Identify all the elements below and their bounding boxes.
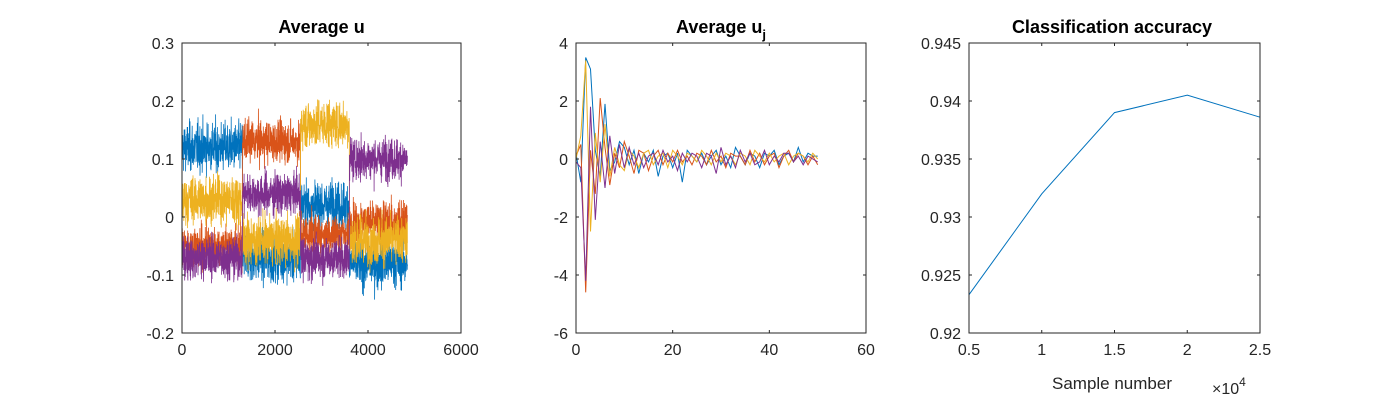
accuracy-y-tick-label: 0.925: [921, 268, 961, 285]
average-u-x-tick-label: 2000: [257, 342, 293, 359]
panel-classification-accuracy: Classification accuracy 0.5 1 1.5 2 2.5 0.92…: [921, 17, 1271, 398]
average-uj-y-tick-label: 4: [559, 36, 568, 53]
panel-average-u: Average u 0 2000 4000 6000 -0.2-0.100.10.20…: [146, 17, 478, 359]
average-u-plot-lines: [182, 99, 408, 300]
average-u-x-tick-label: 0: [178, 342, 187, 359]
average-u-y-tick-label: 0.3: [152, 36, 174, 53]
accuracy-series-line: [968, 94, 1261, 295]
accuracy-y-tick-label: 0.945: [921, 36, 961, 53]
average-uj-x-tick-label: 40: [760, 342, 778, 359]
average-uj-title-subscript: j: [761, 27, 766, 42]
accuracy-y-ticks: 0.92 0.925 0.93 0.935 0.94 0.945: [921, 36, 1260, 343]
average-uj-title: Average uj: [676, 17, 766, 42]
average-uj-x-tick-label: 20: [664, 342, 682, 359]
accuracy-x-tick-label: 2: [1183, 342, 1192, 359]
average-uj-y-ticks: -6 -4 -2 0 2 4: [554, 36, 866, 343]
accuracy-x-ticks: 0.5 1 1.5 2 2.5: [958, 43, 1271, 359]
accuracy-x-tick-label: 2.5: [1249, 342, 1271, 359]
average-u-title: Average u: [278, 17, 364, 37]
average-u-y-tick-label: 0: [165, 210, 174, 227]
panel-average-uj: Average uj 0 20 40 60 -6 -4 -2 0 2 4: [554, 17, 875, 359]
average-uj-y-tick-label: -6: [554, 326, 568, 343]
accuracy-x-multiplier-base: ×10: [1212, 381, 1239, 398]
average-u-series-line-3: [182, 99, 408, 273]
accuracy-y-tick-label: 0.93: [930, 210, 961, 227]
average-uj-y-tick-label: -2: [554, 210, 568, 227]
average-u-series-line-4: [182, 132, 408, 286]
accuracy-y-tick-label: 0.92: [930, 326, 961, 343]
accuracy-axes-box: [968, 42, 1261, 334]
average-uj-y-tick-label: -4: [554, 268, 568, 285]
average-u-series-line-2: [182, 108, 408, 274]
accuracy-x-multiplier-exponent: 4: [1239, 375, 1246, 389]
average-u-y-tick-label: -0.2: [146, 326, 174, 343]
average-uj-title-main: Average u: [676, 17, 762, 37]
average-u-y-tick-label: 0.1: [152, 152, 174, 169]
average-uj-y-tick-label: 2: [559, 94, 568, 111]
accuracy-x-label: Sample number: [1052, 374, 1172, 393]
accuracy-x-tick-label: 1.5: [1103, 342, 1125, 359]
average-uj-series-line-4: [576, 106, 818, 281]
average-uj-x-tick-label: 0: [572, 342, 581, 359]
average-uj-y-tick-label: 0: [559, 152, 568, 169]
accuracy-plot-lines: [968, 94, 1261, 295]
average-u-axes-box: [181, 42, 462, 334]
average-uj-series-line-3: [576, 60, 819, 232]
average-u-x-tick-label: 6000: [443, 342, 479, 359]
average-u-y-tick-label: 0.2: [152, 94, 174, 111]
average-u-x-ticks: 0 2000 4000 6000: [178, 43, 479, 359]
average-u-x-tick-label: 4000: [350, 342, 386, 359]
accuracy-x-tick-label: 1: [1037, 342, 1046, 359]
average-uj-series-line-2: [576, 98, 819, 293]
accuracy-y-tick-label: 0.94: [930, 94, 961, 111]
accuracy-x-multiplier: ×104: [1212, 375, 1246, 398]
accuracy-y-tick-label: 0.935: [921, 152, 961, 169]
average-uj-x-ticks: 0 20 40 60: [572, 43, 875, 359]
average-uj-axes-box: [575, 42, 867, 334]
average-uj-plot-lines: [576, 57, 819, 293]
accuracy-x-tick-label: 0.5: [958, 342, 980, 359]
average-uj-x-tick-label: 60: [857, 342, 875, 359]
accuracy-title: Classification accuracy: [1012, 17, 1212, 37]
average-u-y-ticks: -0.2 -0.1 0 0.1 0.2 0.3: [146, 36, 461, 343]
average-u-y-tick-label: -0.1: [146, 268, 174, 285]
